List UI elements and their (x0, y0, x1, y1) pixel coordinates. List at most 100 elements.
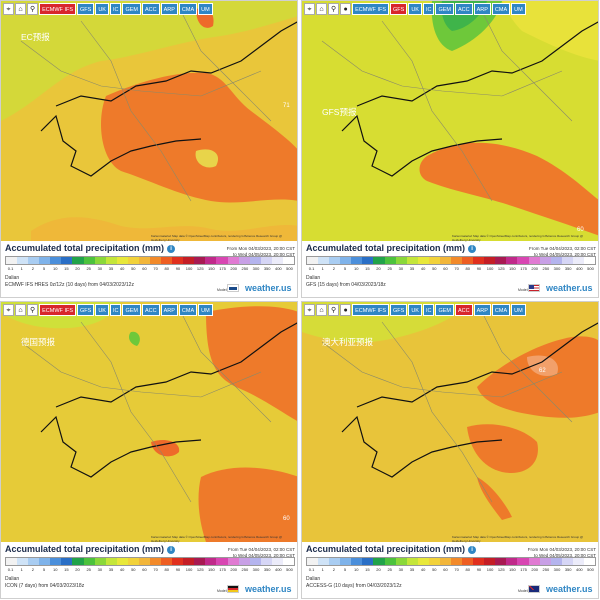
legend-color-scale (5, 557, 295, 566)
model-button-arp[interactable]: ARP (160, 304, 178, 316)
scale-tick-label: 90 (175, 567, 181, 572)
model-button-uk[interactable]: UK (408, 3, 422, 15)
layer-icon[interactable]: ● (340, 3, 352, 15)
forecast-label: EC预报 (21, 32, 50, 42)
model-button-cma[interactable]: CMA (178, 304, 198, 316)
scale-swatch (428, 257, 440, 264)
model-button-acc[interactable]: ACC (141, 304, 160, 316)
location-pin-icon[interactable]: ⌖ (304, 304, 315, 316)
model-button-gem[interactable]: GEM (122, 3, 141, 15)
model-button-ecmwf[interactable]: ECMWF IFS (352, 304, 389, 316)
scale-swatch (282, 558, 295, 565)
model-button-arp[interactable]: ARP (473, 3, 491, 15)
precipitation-legend: Accumulated total precipitation (mm) i Fr… (302, 241, 598, 297)
info-icon[interactable]: i (468, 244, 477, 253)
scale-tick-label: 35 (409, 266, 415, 271)
model-button-arp[interactable]: ARP (160, 3, 178, 15)
location-pin-icon[interactable]: ⌖ (3, 304, 14, 316)
scale-tick-label: 15 (64, 266, 69, 271)
model-button-ecmwf[interactable]: ECMWF IFS (39, 304, 76, 316)
info-icon[interactable]: i (468, 545, 477, 554)
scale-swatch (50, 257, 62, 264)
scale-tick-label: 0.1 (308, 567, 315, 572)
zoom-icon[interactable]: ⚲ (328, 304, 340, 316)
model-toolbar: ⌖ ⌂ ⚲ ● ECMWF IFS GFS UK IC GEM ACC ARP … (304, 3, 526, 15)
brand-logo[interactable]: weather.us (245, 584, 292, 594)
scale-swatch (572, 558, 584, 565)
scale-tick-label: 90 (175, 266, 181, 271)
precipitation-map[interactable] (1, 1, 297, 241)
model-button-arp[interactable]: ARP (473, 304, 491, 316)
model-button-ic[interactable]: IC (109, 3, 122, 15)
scale-swatch (473, 558, 485, 565)
model-button-gem[interactable]: GEM (122, 304, 141, 316)
forecast-panel-icon: ⌖ ⌂ ⚲ ECMWF IFS GFS UK IC GEM ACC ARP CM… (0, 301, 298, 599)
home-icon[interactable]: ⌂ (316, 304, 327, 316)
model-toolbar: ⌖ ⌂ ⚲ ● ECMWF IFS GFS UK IC GEM ACC ARP … (304, 304, 526, 316)
scale-tick-label: 2 (31, 266, 34, 271)
scale-swatch (583, 558, 596, 565)
scale-swatch (406, 558, 418, 565)
scale-swatch (329, 558, 341, 565)
model-button-cma[interactable]: CMA (491, 304, 511, 316)
scale-swatch (227, 558, 239, 565)
zoom-icon[interactable]: ⚲ (27, 3, 39, 15)
precipitation-map[interactable] (302, 302, 598, 542)
scale-tick-label: 25 (387, 567, 392, 572)
scale-tick-label: 0.1 (308, 266, 315, 271)
location-pin-icon[interactable]: ⌖ (304, 3, 315, 15)
layer-icon[interactable]: ● (340, 304, 352, 316)
model-button-acc[interactable]: ACC (454, 3, 473, 15)
legend-title: Accumulated total precipitation (mm) i (5, 243, 176, 253)
model-button-gem[interactable]: GEM (435, 3, 454, 15)
model-button-gem[interactable]: GEM (435, 304, 454, 316)
scale-tick-label: 50 (131, 567, 136, 572)
legend-location: Dalian (5, 275, 20, 281)
model-button-cma[interactable]: CMA (491, 3, 511, 15)
scale-swatch (473, 257, 485, 264)
model-button-gfs[interactable]: GFS (77, 304, 95, 316)
model-button-gfs[interactable]: GFS (390, 3, 408, 15)
model-button-ic[interactable]: IC (109, 304, 122, 316)
scale-tick-label: 200 (230, 266, 238, 271)
model-toolbar: ⌖ ⌂ ⚲ ECMWF IFS GFS UK IC GEM ACC ARP CM… (3, 3, 213, 15)
model-button-um[interactable]: UM (198, 304, 213, 316)
brand-logo[interactable]: weather.us (245, 283, 292, 293)
model-button-uk[interactable]: UK (95, 304, 109, 316)
model-button-acc[interactable]: ACC (141, 3, 160, 15)
model-button-ic[interactable]: IC (422, 3, 435, 15)
scale-swatch (495, 558, 507, 565)
scale-tick-label: 5 (42, 567, 46, 572)
model-button-gfs[interactable]: GFS (390, 304, 408, 316)
model-button-ecmwf[interactable]: ECMWF IFS (352, 3, 389, 15)
scale-tick-label: 35 (108, 266, 114, 271)
model-button-um[interactable]: UM (511, 304, 526, 316)
scale-swatch (506, 257, 518, 264)
scale-swatch (61, 558, 73, 565)
model-toolbar: ⌖ ⌂ ⚲ ECMWF IFS GFS UK IC GEM ACC ARP CM… (3, 304, 213, 316)
brand-logo[interactable]: weather.us (546, 283, 593, 293)
zoom-icon[interactable]: ⚲ (328, 3, 340, 15)
model-button-ic[interactable]: IC (422, 304, 435, 316)
precipitation-map[interactable] (302, 1, 598, 241)
home-icon[interactable]: ⌂ (15, 304, 26, 316)
model-button-gfs[interactable]: GFS (77, 3, 95, 15)
model-button-uk[interactable]: UK (408, 304, 422, 316)
scale-swatch (138, 257, 151, 264)
brand-logo[interactable]: weather.us (546, 584, 593, 594)
zoom-icon[interactable]: ⚲ (27, 304, 39, 316)
model-button-uk[interactable]: UK (95, 3, 109, 15)
model-button-acc[interactable]: ACC (454, 304, 473, 316)
model-button-um[interactable]: UM (198, 3, 213, 15)
location-pin-icon[interactable]: ⌖ (3, 3, 14, 15)
model-button-cma[interactable]: CMA (178, 3, 198, 15)
info-icon[interactable]: i (167, 244, 176, 253)
model-button-ecmwf[interactable]: ECMWF IFS (39, 3, 76, 15)
home-icon[interactable]: ⌂ (316, 3, 327, 15)
scale-swatch (6, 257, 18, 264)
scale-swatch (539, 558, 551, 565)
scale-swatch (417, 257, 429, 264)
home-icon[interactable]: ⌂ (15, 3, 26, 15)
info-icon[interactable]: i (167, 545, 176, 554)
model-button-um[interactable]: UM (511, 3, 526, 15)
